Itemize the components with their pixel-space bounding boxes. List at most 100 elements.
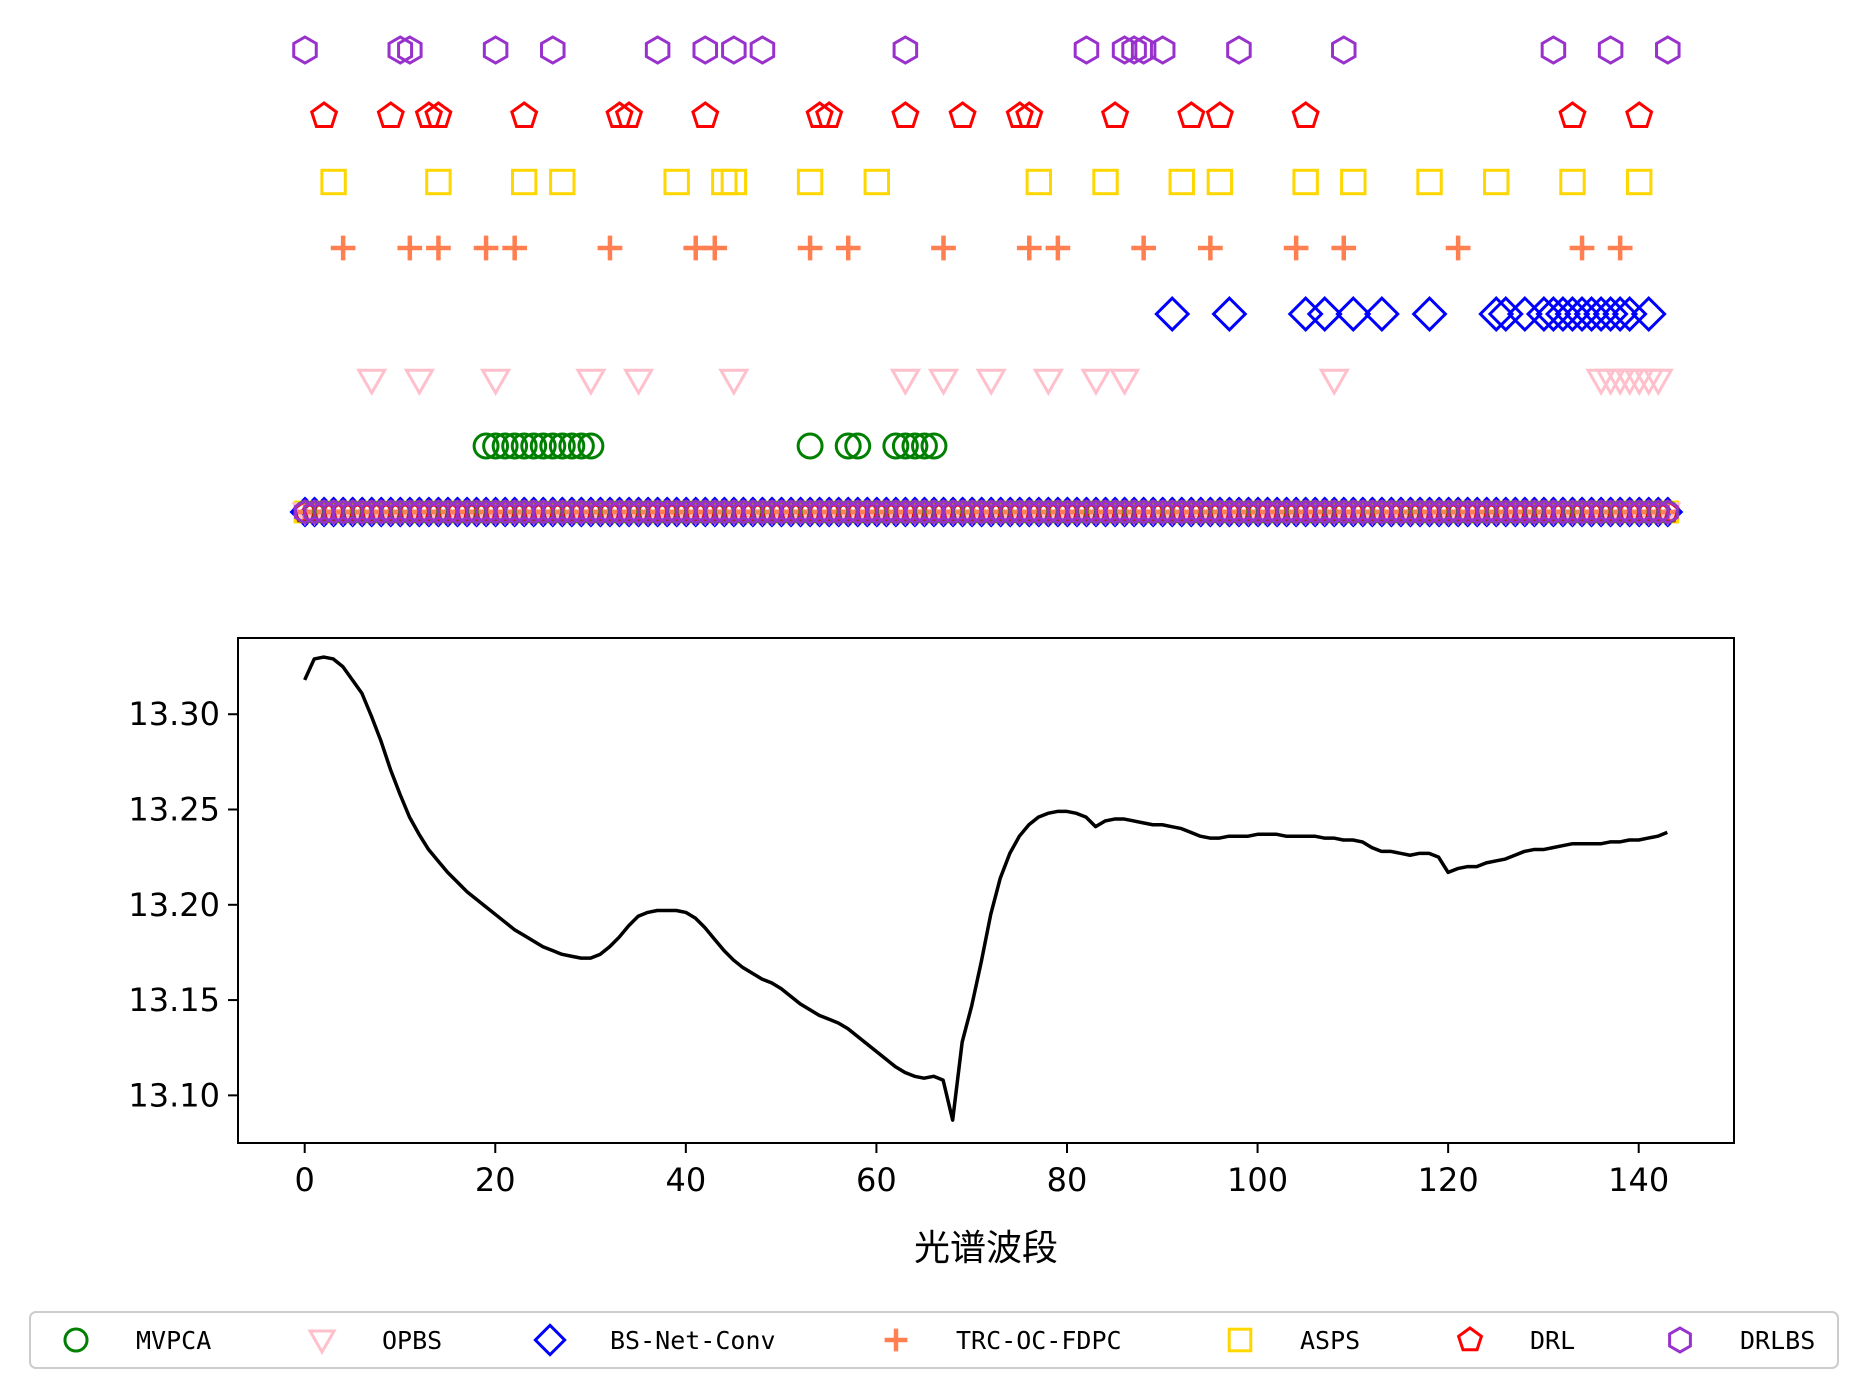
point-opbs-6 — [889, 368, 921, 397]
series-opbs — [356, 368, 1674, 397]
point-drlbs-7 — [721, 35, 747, 65]
legend-item-bs-net-conv: BS-Net-Conv — [533, 1323, 776, 1357]
legend-label-bs-net-conv: BS-Net-Conv — [610, 1326, 776, 1355]
baseline-drlbs-143 — [1656, 499, 1679, 525]
point-asps-17 — [1559, 168, 1586, 196]
point-trc-oc-fdpc-3 — [473, 235, 499, 261]
x-tick-label-20: 20 — [475, 1161, 516, 1199]
point-mvpca-9 — [558, 432, 586, 460]
point-bs-net-conv-8 — [1487, 296, 1524, 332]
point-drl-15 — [1177, 101, 1206, 129]
point-mvpca-14 — [844, 432, 872, 460]
point-mvpca-11 — [577, 432, 605, 460]
point-drlbs-4 — [540, 35, 566, 65]
point-drl-12 — [1005, 101, 1034, 129]
point-drl-1 — [376, 101, 405, 129]
point-trc-oc-fdpc-18 — [1569, 235, 1595, 261]
point-drlbs-3 — [482, 35, 509, 65]
point-drl-6 — [614, 101, 644, 129]
point-bs-net-conv-7 — [1478, 296, 1515, 332]
spectral-curve — [303, 655, 1668, 1122]
legend-item-drl: DRL — [1456, 1326, 1575, 1355]
series-trc-oc-fdpc — [330, 235, 1633, 261]
point-asps-1 — [425, 168, 452, 196]
point-mvpca-15 — [882, 432, 910, 460]
point-drlbs-16 — [1331, 35, 1357, 65]
point-asps-10 — [1092, 168, 1119, 196]
point-bs-net-conv-1 — [1211, 296, 1248, 332]
x-axis-ticks: 0 20 40 60 80 100 120 140 — [295, 1143, 1669, 1199]
point-bs-net-conv-20 — [1630, 296, 1667, 332]
point-trc-oc-fdpc-10 — [931, 235, 956, 261]
point-drl-7 — [691, 101, 720, 129]
point-drl-3 — [424, 101, 453, 129]
x-tick-label-140: 140 — [1608, 1161, 1669, 1199]
point-asps-12 — [1206, 168, 1234, 196]
y-axis-ticks: 13.10 13.15 13.20 13.25 13.30 — [128, 695, 238, 1114]
point-opbs-9 — [1032, 368, 1064, 397]
point-mvpca-18 — [910, 432, 938, 460]
point-asps-7 — [796, 168, 824, 196]
y-tick-label-2: 13.20 — [128, 886, 220, 924]
point-trc-oc-fdpc-5 — [597, 235, 623, 261]
point-mvpca-0 — [472, 432, 500, 460]
point-trc-oc-fdpc-14 — [1198, 235, 1223, 261]
legend-label-trc-oc-fdpc: TRC-OC-FDPC — [956, 1326, 1122, 1355]
point-mvpca-16 — [891, 432, 919, 460]
legend-item-mvpca: MVPCA — [63, 1326, 211, 1355]
point-bs-net-conv-18 — [1602, 296, 1639, 332]
legend-marker-trc-oc-fdpc — [884, 1328, 908, 1352]
legend-item-trc-oc-fdpc: TRC-OC-FDPC — [884, 1326, 1122, 1355]
point-drlbs-8 — [749, 35, 776, 65]
series-drl — [309, 101, 1654, 129]
point-mvpca-3 — [501, 432, 529, 460]
series-bs-net-conv — [1154, 296, 1667, 332]
point-mvpca-5 — [520, 432, 548, 460]
point-drl-17 — [1291, 101, 1320, 129]
legend-label-asps: ASPS — [1300, 1326, 1360, 1355]
point-drl-11 — [948, 101, 977, 129]
point-opbs-7 — [927, 368, 960, 397]
legend-label-drl: DRL — [1530, 1326, 1575, 1355]
point-drl-2 — [414, 101, 444, 129]
point-trc-oc-fdpc-17 — [1445, 235, 1471, 261]
point-asps-15 — [1416, 168, 1443, 196]
point-mvpca-2 — [491, 432, 519, 460]
legend-marker-opbs — [307, 1329, 337, 1356]
point-opbs-12 — [1318, 368, 1350, 397]
legend-frame — [29, 1311, 1839, 1369]
point-trc-oc-fdpc-9 — [835, 235, 861, 261]
point-mvpca-12 — [796, 432, 824, 460]
point-drlbs-18 — [1597, 35, 1624, 65]
point-mvpca-6 — [529, 432, 557, 460]
point-drlbs-13 — [1130, 35, 1157, 65]
y-tick-label-0: 13.10 — [128, 1076, 220, 1114]
point-drl-13 — [1015, 101, 1044, 129]
point-mvpca-13 — [834, 432, 862, 460]
point-bs-net-conv-0 — [1154, 296, 1191, 332]
legend-item-drlbs: DRLBS — [1668, 1326, 1815, 1355]
point-drlbs-14 — [1149, 35, 1176, 65]
point-trc-oc-fdpc-2 — [426, 235, 451, 261]
legend: MVPCA OPBS BS-Net-Conv TRC-OC-FDPC ASPS DRL DR… — [29, 1311, 1839, 1369]
point-drl-9 — [815, 101, 844, 129]
point-trc-oc-fdpc-13 — [1131, 235, 1156, 261]
x-tick-label-60: 60 — [856, 1161, 897, 1199]
point-trc-oc-fdpc-0 — [330, 235, 356, 261]
point-trc-oc-fdpc-16 — [1331, 235, 1357, 261]
point-drlbs-15 — [1226, 35, 1252, 65]
baseline-drlbs-142 — [1647, 499, 1670, 525]
band-selection-scatter — [292, 35, 1681, 460]
point-drlbs-5 — [644, 35, 671, 65]
y-tick-label-3: 13.25 — [128, 791, 220, 829]
point-drl-10 — [891, 101, 920, 129]
point-asps-8 — [863, 168, 890, 196]
x-tick-label-40: 40 — [665, 1161, 706, 1199]
point-mvpca-1 — [482, 432, 510, 460]
point-drlbs-11 — [1111, 35, 1138, 65]
point-opbs-19 — [1642, 368, 1674, 397]
y-tick-label-4: 13.30 — [128, 695, 220, 733]
point-bs-net-conv-2 — [1287, 296, 1324, 332]
x-tick-label-120: 120 — [1418, 1161, 1479, 1199]
point-asps-4 — [663, 168, 690, 196]
